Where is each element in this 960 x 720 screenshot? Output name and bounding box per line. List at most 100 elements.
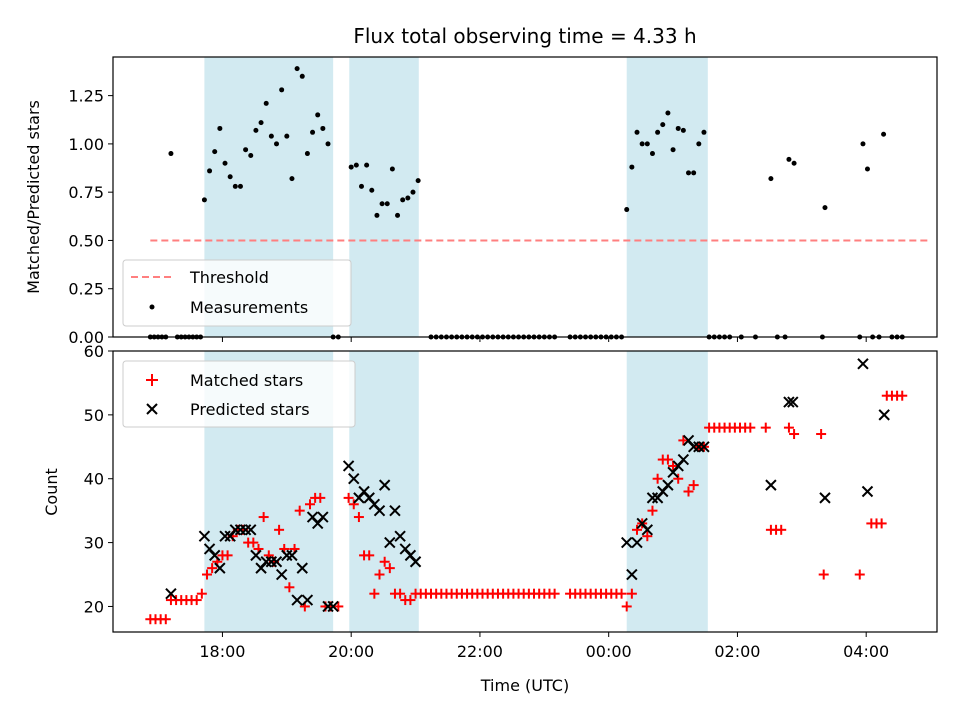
matched-star-point bbox=[315, 492, 326, 503]
matched-star-point bbox=[621, 601, 632, 612]
predicted-star-point bbox=[296, 562, 308, 574]
measurement-point bbox=[696, 141, 702, 147]
predicted-star-point bbox=[265, 556, 278, 568]
predicted-star-point bbox=[286, 549, 298, 562]
matched-star-point bbox=[626, 588, 637, 599]
measurement-point bbox=[629, 164, 635, 170]
measurement-point bbox=[660, 122, 666, 128]
predicted-star-point bbox=[698, 441, 710, 453]
matched-star-point bbox=[897, 390, 908, 401]
bottom-y-tick-label: 30 bbox=[84, 534, 104, 553]
matched-star-point bbox=[207, 563, 218, 574]
predicted-star-point bbox=[765, 479, 777, 491]
measurement-point bbox=[248, 152, 254, 158]
predicted-star-point bbox=[209, 549, 221, 562]
matched-star-point bbox=[343, 492, 354, 503]
predicted-star-point bbox=[281, 549, 293, 562]
measurement-point bbox=[649, 151, 655, 157]
measurement-point bbox=[369, 187, 375, 193]
measurement-point bbox=[670, 147, 676, 153]
top-y-tick-label: 1.00 bbox=[68, 135, 104, 154]
measurement-point bbox=[263, 100, 269, 106]
measurement-point bbox=[201, 197, 207, 203]
top-y-tick-label: 0.25 bbox=[68, 280, 104, 299]
predicted-star-point bbox=[677, 453, 690, 466]
matched-star-point bbox=[549, 588, 560, 599]
predicted-star-point bbox=[389, 504, 401, 517]
measurement-point bbox=[222, 160, 228, 166]
measurement-point bbox=[405, 195, 411, 201]
matched-star-point bbox=[745, 422, 756, 433]
measurement-point bbox=[395, 212, 401, 218]
measurement-point bbox=[860, 141, 866, 147]
matched-star-point bbox=[652, 473, 663, 484]
matched-star-point bbox=[662, 454, 673, 465]
predicted-star-point bbox=[378, 479, 391, 491]
measurement-point bbox=[253, 127, 259, 133]
predicted-star-point bbox=[621, 536, 633, 549]
measurement-point bbox=[353, 162, 359, 168]
predicted-star-point bbox=[301, 594, 314, 606]
predicted-star-point bbox=[641, 524, 654, 536]
matched-star-point bbox=[683, 486, 694, 497]
measurement-point bbox=[310, 129, 316, 135]
x-tick-label: 22:00 bbox=[457, 642, 503, 661]
matched-star-point bbox=[191, 595, 202, 606]
measurement-point bbox=[299, 73, 305, 79]
top-legend: Threshold Measurements bbox=[122, 259, 352, 327]
matched-star-point bbox=[333, 601, 344, 612]
measurement-point bbox=[389, 166, 395, 172]
matched-star-point bbox=[673, 473, 684, 484]
measurement-point bbox=[358, 183, 364, 189]
matched-star-point bbox=[642, 531, 653, 542]
matched-star-point bbox=[353, 512, 364, 523]
measurement-point bbox=[364, 162, 370, 168]
matched-star-point bbox=[405, 595, 416, 606]
measurement-point bbox=[212, 149, 218, 155]
measurement-point bbox=[786, 156, 792, 162]
predicted-star-point bbox=[693, 441, 705, 453]
measurement-point bbox=[243, 147, 249, 153]
matched-star-point bbox=[374, 569, 385, 580]
measurement-point bbox=[864, 166, 870, 172]
measurement-point bbox=[686, 170, 692, 176]
predicted-star-point bbox=[662, 479, 674, 491]
measurement-point bbox=[268, 133, 274, 139]
matched-star-point bbox=[688, 480, 699, 491]
measurement-point bbox=[374, 212, 380, 218]
measurement-point bbox=[289, 176, 295, 182]
top-y-tick-label: 1.25 bbox=[68, 87, 104, 106]
measurement-point bbox=[284, 133, 290, 139]
measurement-point bbox=[227, 174, 233, 180]
bottom-y-axis-label: Count bbox=[42, 468, 61, 516]
matched-star-point bbox=[854, 569, 865, 580]
predicted-star-point bbox=[327, 600, 339, 613]
matched-star-point bbox=[196, 588, 207, 599]
measurement-point bbox=[680, 127, 686, 133]
legend-measurements-swatch bbox=[149, 304, 155, 310]
bottom-shade-band bbox=[626, 351, 708, 632]
matched-star-point bbox=[647, 505, 658, 516]
matched-star-point bbox=[274, 524, 285, 535]
measurement-point bbox=[410, 189, 416, 195]
matched-star-point bbox=[348, 499, 359, 510]
measurement-point bbox=[791, 160, 797, 166]
measurement-point bbox=[768, 176, 774, 182]
measurement-point bbox=[232, 183, 238, 189]
matched-star-point bbox=[379, 556, 390, 567]
measurement-point bbox=[325, 141, 331, 147]
measurement-point bbox=[168, 151, 174, 157]
predicted-star-point bbox=[198, 530, 211, 542]
measurement-point bbox=[701, 129, 707, 135]
predicted-star-point bbox=[291, 594, 303, 606]
bottom-x-axis: 18:00 20:00 22:00 00:00 02:00 04:00 bbox=[199, 632, 889, 661]
measurement-point bbox=[655, 129, 661, 135]
matched-star-point bbox=[616, 588, 627, 599]
predicted-star-point bbox=[384, 536, 396, 549]
matched-star-point bbox=[222, 550, 233, 561]
measurement-point bbox=[320, 125, 326, 131]
top-axes-frame bbox=[112, 56, 938, 338]
measurement-point bbox=[634, 129, 640, 135]
measurement-point bbox=[279, 87, 285, 93]
